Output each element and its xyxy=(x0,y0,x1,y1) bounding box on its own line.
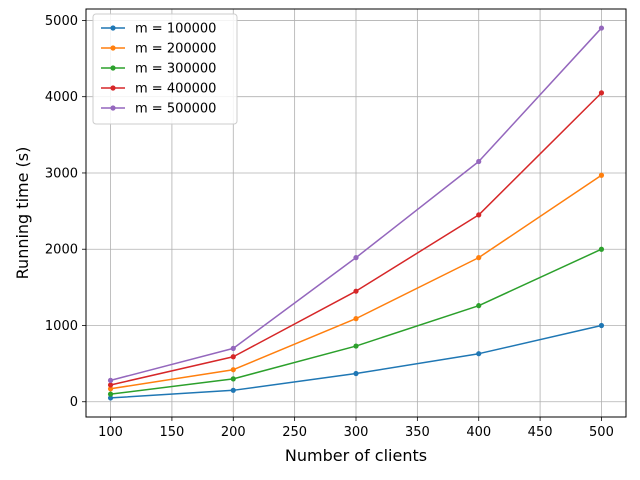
data-point xyxy=(107,391,114,397)
series-4 xyxy=(107,90,605,388)
legend-item: m = 300000 xyxy=(101,62,216,77)
x-tick-label: 400 xyxy=(466,425,491,440)
series-2 xyxy=(107,172,605,392)
data-point xyxy=(353,370,359,377)
data-point xyxy=(598,246,605,252)
legend-label: m = 500000 xyxy=(135,102,216,117)
data-point xyxy=(353,343,359,349)
legend: m = 100000 m = 200000 m = 300000 m = 400000… xyxy=(92,13,238,125)
legend-label: m = 300000 xyxy=(135,62,216,77)
data-point xyxy=(230,376,236,382)
x-tick-label: 100 xyxy=(98,425,123,440)
data-point xyxy=(107,377,114,383)
legend-item: m = 200000 xyxy=(101,42,216,57)
legend-label: m = 400000 xyxy=(135,82,216,97)
y-axis-title: Running time (s) xyxy=(13,147,32,280)
x-axis-title: Number of clients xyxy=(285,446,427,465)
data-point xyxy=(598,322,605,329)
data-point xyxy=(353,288,359,294)
legend-item: m = 500000 xyxy=(101,102,216,117)
series-5 xyxy=(107,25,605,383)
data-point xyxy=(476,351,482,357)
legend-marker xyxy=(110,25,116,31)
data-point xyxy=(476,158,482,165)
legend-marker xyxy=(110,105,116,111)
x-tick-label: 150 xyxy=(159,425,184,440)
ticks: 100 150 200 250 300 350 400 450 5000100020003000… xyxy=(45,14,614,440)
data-point xyxy=(107,382,114,388)
y-tick-label: 4000 xyxy=(45,90,78,105)
data-point xyxy=(476,255,482,261)
legend-item: m = 400000 xyxy=(101,82,216,97)
legend-label: m = 100000 xyxy=(135,22,216,37)
data-point xyxy=(476,303,482,309)
data-point xyxy=(598,90,605,96)
data-point xyxy=(353,255,359,261)
grid xyxy=(86,9,626,417)
legend-marker xyxy=(110,85,116,91)
series-1 xyxy=(107,322,605,401)
x-tick-label: 200 xyxy=(221,425,246,440)
data-point xyxy=(598,172,605,178)
series-layer xyxy=(107,25,605,401)
x-tick-label: 500 xyxy=(589,425,614,440)
data-point xyxy=(598,25,605,31)
y-tick-label: 1000 xyxy=(45,319,78,334)
legend-item: m = 100000 xyxy=(101,22,216,37)
y-tick-label: 2000 xyxy=(45,243,78,258)
data-point xyxy=(353,316,359,322)
data-point xyxy=(107,395,114,401)
series-3 xyxy=(107,246,605,397)
x-tick-label: 450 xyxy=(528,425,553,440)
legend-label: m = 200000 xyxy=(135,42,216,57)
y-tick-label: 5000 xyxy=(45,14,78,29)
data-point xyxy=(230,354,236,360)
data-point xyxy=(107,386,114,392)
data-point xyxy=(230,345,236,351)
legend-marker xyxy=(110,45,116,51)
x-tick-label: 350 xyxy=(405,425,430,440)
legend-box xyxy=(92,13,238,125)
data-point xyxy=(476,212,482,218)
x-tick-label: 300 xyxy=(344,425,369,440)
legend-marker xyxy=(110,65,116,71)
y-tick-label: 0 xyxy=(70,395,78,410)
data-point xyxy=(230,387,236,393)
y-tick-label: 3000 xyxy=(45,166,78,181)
data-point xyxy=(230,367,236,373)
x-tick-label: 250 xyxy=(282,425,307,440)
